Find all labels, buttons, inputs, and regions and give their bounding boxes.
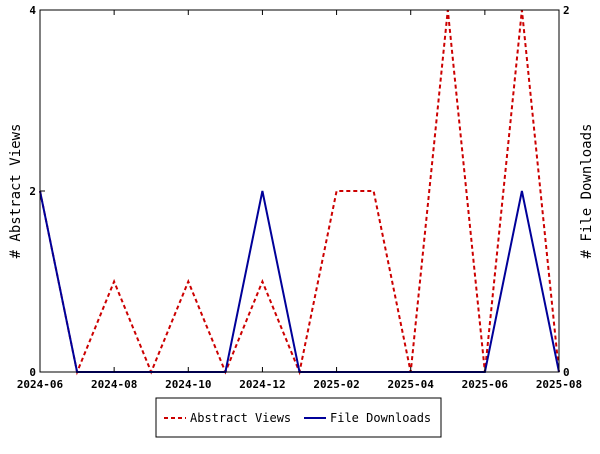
y-left-tick-label-4: 4 <box>29 4 36 17</box>
x-axis: 2024-06 2024-08 2024-10 2024-12 2025-02 2025-… <box>17 10 582 391</box>
x-tick-label-2024-12: 2024-12 <box>239 378 285 391</box>
x-tick-label-2024-06: 2024-06 <box>17 378 64 391</box>
y-axis-left: 0 2 4 <box>29 4 45 379</box>
y-axis-left-title: # Abstract Views <box>8 124 24 259</box>
y-right-tick-label-0: 0 <box>563 366 570 379</box>
x-tick-label-2025-02: 2025-02 <box>313 378 359 391</box>
legend-label-file-downloads: File Downloads <box>330 411 431 425</box>
y-right-tick-label-2: 2 <box>563 4 570 17</box>
x-tick-label-2024-10: 2024-10 <box>165 378 211 391</box>
y-left-tick-label-2: 2 <box>29 185 36 198</box>
legend: Abstract Views File Downloads <box>155 397 442 438</box>
x-tick-label-2025-04: 2025-04 <box>388 378 435 391</box>
y-axis-right-title: # File Downloads <box>579 124 595 259</box>
legend-label-abstract-views: Abstract Views <box>190 411 291 425</box>
plot-area <box>40 10 559 372</box>
legend-box <box>155 397 442 438</box>
x-tick-label-2025-06: 2025-06 <box>462 378 509 391</box>
x-tick-label-2025-08: 2025-08 <box>536 378 582 391</box>
x-tick-label-2024-08: 2024-08 <box>91 378 137 391</box>
y-left-tick-label-0: 0 <box>29 366 36 379</box>
y-axis-right: 02 <box>554 4 570 379</box>
